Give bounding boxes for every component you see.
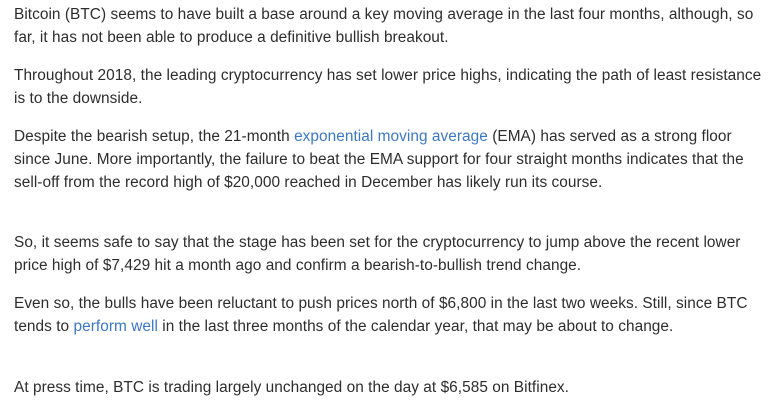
paragraph-2: Throughout 2018, the leading cryptocurre… [14, 67, 762, 107]
paragraph-6: At press time, BTC is trading largely un… [14, 379, 570, 396]
paragraph-4: So, it seems safe to say that the stage … [14, 234, 741, 274]
paragraph-3: Despite the bearish setup, the 21-month … [14, 125, 766, 194]
paragraph-1: Bitcoin (BTC) seems to have built a base… [14, 6, 754, 46]
paragraph-5: Even so, the bulls have been reluctant t… [14, 292, 766, 338]
perform-well-link[interactable]: perform well [73, 318, 158, 335]
paragraph-5-text-end: in the last three months of the calendar… [157, 318, 674, 335]
paragraph-3-text-start: Despite the bearish setup, the 21-month [14, 128, 295, 145]
paragraph-3-text-end: (EMA) has served as a strong floor since… [14, 128, 744, 191]
paragraph-5-text-start: Even so, the bulls have been reluctant t… [14, 295, 748, 335]
ema-link[interactable]: exponential moving average [294, 128, 488, 145]
